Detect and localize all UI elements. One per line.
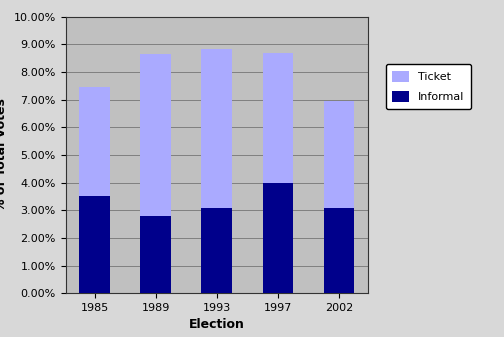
Bar <box>202 49 232 208</box>
Bar <box>140 54 171 216</box>
Bar <box>263 183 293 293</box>
Y-axis label: % of Total Votes: % of Total Votes <box>0 99 8 211</box>
Bar <box>202 208 232 293</box>
Bar <box>263 53 293 183</box>
Bar <box>140 216 171 293</box>
Legend: Ticket, Informal: Ticket, Informal <box>386 64 471 109</box>
Bar <box>79 196 110 293</box>
Bar <box>79 87 110 196</box>
X-axis label: Election: Election <box>189 318 244 332</box>
Bar <box>324 208 354 293</box>
Bar <box>324 101 354 208</box>
